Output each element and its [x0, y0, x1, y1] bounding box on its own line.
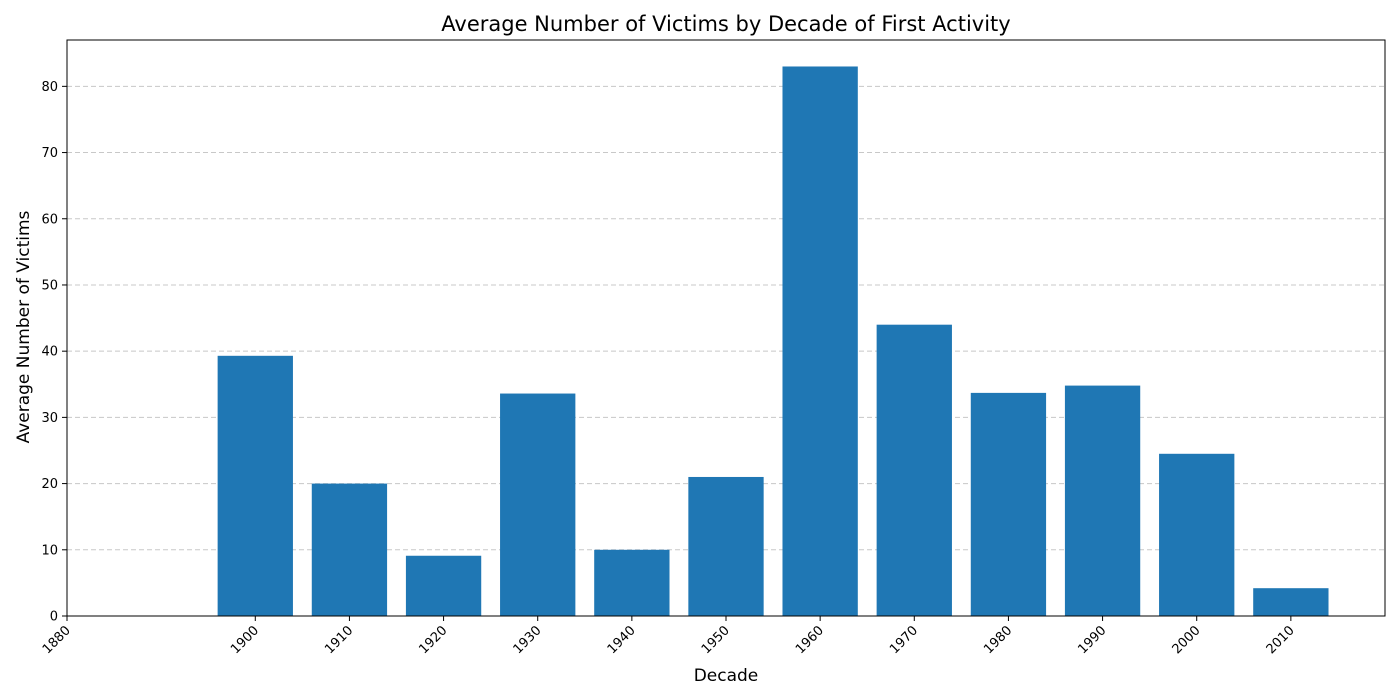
- x-tick-label: 1960: [793, 623, 827, 657]
- x-axis: 1880 1900 1910 1920 1930 1940 1950 1960 1970 1980…: [40, 616, 1298, 657]
- y-tick-label: 0: [50, 610, 58, 625]
- x-tick-label: 2010: [1264, 623, 1298, 657]
- x-tick-label: 1910: [322, 623, 356, 657]
- x-tick-label: 1970: [887, 623, 921, 657]
- x-tick-label: 1950: [699, 623, 733, 657]
- bar-1950: [688, 476, 764, 616]
- chart-title: Average Number of Victims by Decade of F…: [441, 12, 1010, 36]
- y-tick-label: 80: [41, 80, 58, 95]
- y-axis-label: Average Number of Victims: [14, 210, 34, 443]
- bar-1910: [311, 483, 388, 616]
- bar-1980: [970, 392, 1047, 616]
- y-tick-label: 60: [41, 212, 58, 227]
- y-tick-label: 40: [41, 345, 58, 360]
- bar-2000: [1159, 453, 1235, 616]
- bar-1970: [876, 324, 952, 616]
- bars: [217, 66, 1329, 616]
- x-tick-label: 1980: [981, 623, 1015, 657]
- bar-1900: [217, 355, 293, 616]
- bar-1930: [500, 393, 576, 616]
- y-tick-label: 10: [41, 543, 58, 558]
- x-tick-label: 1940: [605, 623, 639, 657]
- y-tick-label: 30: [41, 411, 58, 426]
- bar-1990: [1064, 385, 1141, 616]
- x-tick-label: 1920: [416, 623, 450, 657]
- bar-1940: [594, 549, 670, 616]
- y-tick-label: 50: [41, 278, 58, 293]
- x-tick-label: 1880: [40, 623, 74, 657]
- x-tick-label: 1930: [511, 623, 545, 657]
- x-tick-label: 2000: [1170, 623, 1204, 657]
- x-tick-label: 1990: [1075, 623, 1109, 657]
- bar-1960: [782, 66, 858, 616]
- y-tick-label: 70: [41, 146, 58, 161]
- y-axis: 0 10 20 30 40 50 60 70 80: [41, 80, 67, 625]
- y-tick-label: 20: [41, 477, 58, 492]
- x-axis-label: Decade: [694, 666, 759, 686]
- x-tick-label: 1900: [228, 623, 262, 657]
- bar-1920: [405, 555, 482, 616]
- bar-2010: [1253, 588, 1329, 616]
